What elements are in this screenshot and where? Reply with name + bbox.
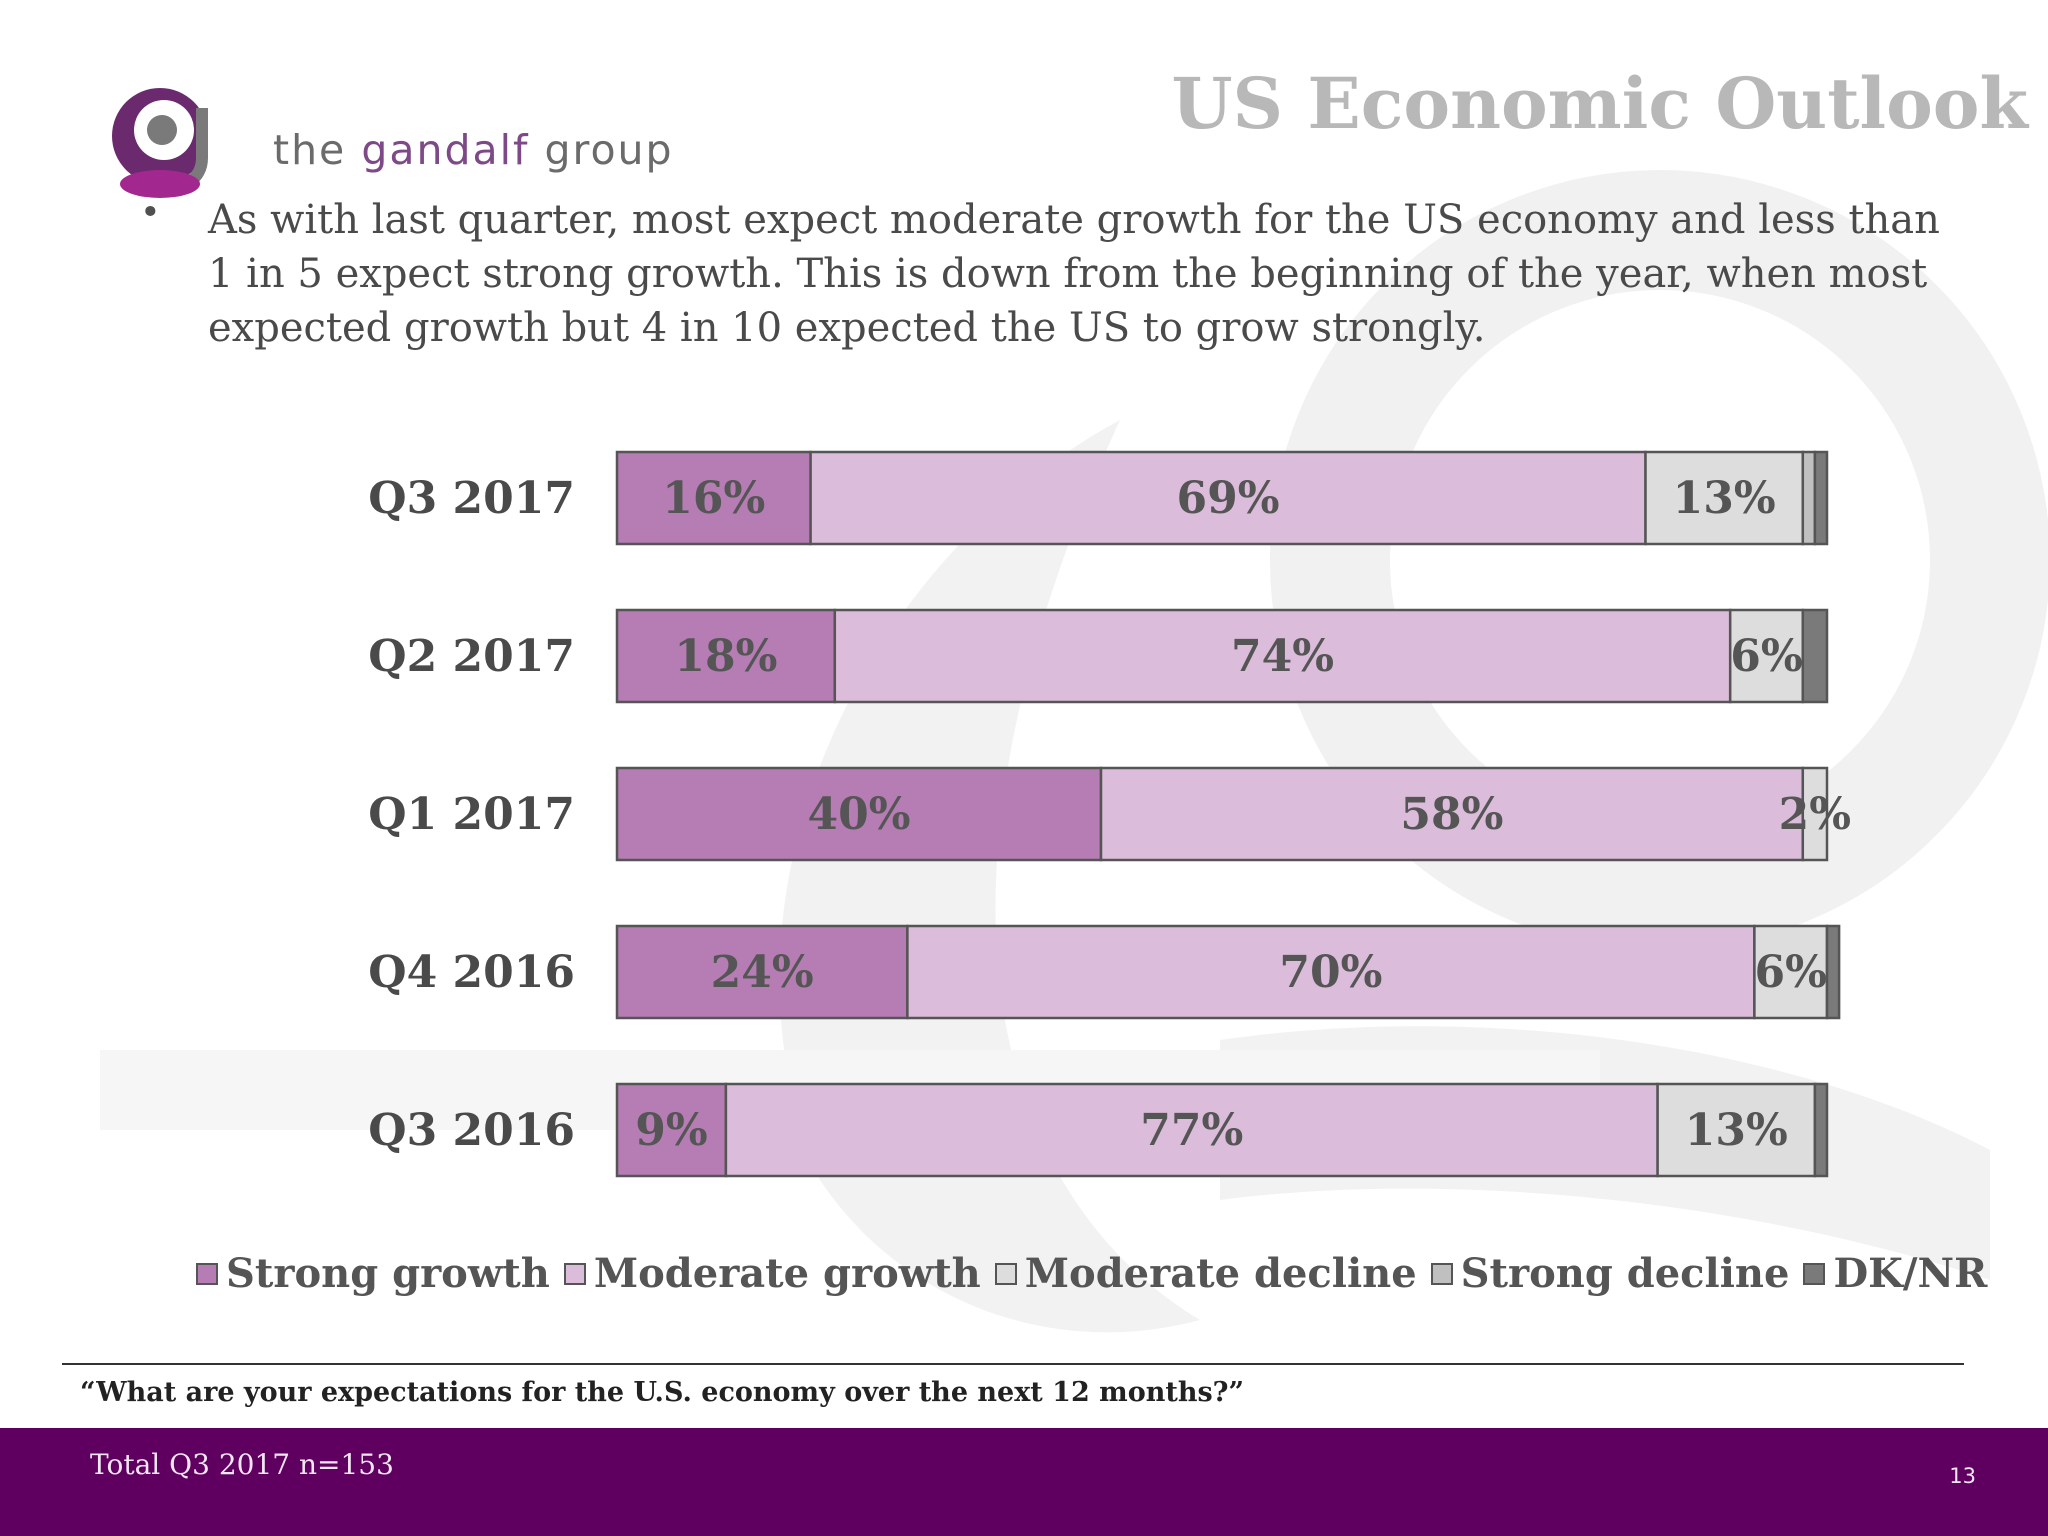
- survey-question: “What are your expectations for the U.S.…: [80, 1377, 1245, 1408]
- page-title: US Economic Outlook: [1171, 62, 2028, 145]
- bar-segment: [1801, 608, 1829, 704]
- stacked-bar-chart: Q3 2017 16% 69% 13% Q2 2017 18% 74% 6% Q1 2017 40…: [368, 450, 1851, 1178]
- data-label: 40%: [807, 789, 910, 840]
- data-label: 13%: [1673, 473, 1776, 524]
- bar-segment: [615, 924, 909, 1020]
- data-label: 6%: [1754, 947, 1826, 998]
- bar-segment: [809, 450, 1647, 546]
- data-label: 13%: [1685, 1105, 1788, 1156]
- bar-segment: [1656, 1082, 1817, 1178]
- bar-segment: [615, 766, 1103, 862]
- bar-segment: [615, 1082, 728, 1178]
- legend-label: Moderate growth: [593, 1250, 981, 1297]
- legend-item: Strong decline: [1430, 1250, 1790, 1297]
- data-label: 69%: [1177, 473, 1280, 524]
- legend-item: Moderate growth: [563, 1250, 981, 1297]
- category-label: Q4 2016: [368, 947, 575, 998]
- legend-swatch: [1430, 1262, 1453, 1285]
- category-label: Q2 2017: [368, 631, 575, 682]
- data-label: 18%: [674, 631, 777, 682]
- bar-segment: [1644, 450, 1805, 546]
- legend-label: Strong growth: [226, 1250, 550, 1297]
- data-label: 6%: [1730, 631, 1802, 682]
- sample-size-note: Total Q3 2017 n=153: [90, 1448, 394, 1481]
- bar-segment: [833, 608, 1732, 704]
- legend-label: Strong decline: [1460, 1250, 1790, 1297]
- legend-swatch: [994, 1262, 1017, 1285]
- chart-legend: Strong growth Moderate growth Moderate dec…: [196, 1250, 2001, 1297]
- data-label: 2%: [1779, 789, 1851, 840]
- bar-segment: [906, 924, 1756, 1020]
- legend-swatch: [1803, 1262, 1826, 1285]
- legend-item: Strong growth: [196, 1250, 550, 1297]
- legend-label: DK/NR: [1833, 1250, 1988, 1297]
- category-label: Q3 2017: [368, 473, 575, 524]
- bar-segment: [724, 1082, 1659, 1178]
- bullet-marker: •: [140, 193, 161, 233]
- bar-segment: [615, 608, 837, 704]
- legend-swatch: [196, 1262, 218, 1285]
- data-label: 74%: [1231, 631, 1334, 682]
- gandalf-logo: [112, 88, 208, 198]
- data-label: 24%: [711, 947, 814, 998]
- page-number: 13: [1949, 1464, 1976, 1488]
- bar-segment: [1728, 608, 1805, 704]
- bar-segment: [1801, 450, 1817, 546]
- bar-segment: [1825, 924, 1841, 1020]
- footer-bar: [0, 1428, 2048, 1536]
- divider-line: [62, 1363, 1964, 1365]
- category-label: Q3 2016: [368, 1105, 575, 1156]
- legend-item: DK/NR: [1803, 1250, 1987, 1297]
- data-label: 58%: [1400, 789, 1503, 840]
- bar-segment: [1801, 766, 1829, 862]
- bar-segment: [1099, 766, 1805, 862]
- logo-wordmark: the gandalf group: [273, 126, 674, 174]
- legend-item: Moderate decline: [994, 1250, 1417, 1297]
- summary-text: As with last quarter, most expect modera…: [208, 197, 1940, 351]
- data-label: 9%: [635, 1105, 707, 1156]
- data-label: 16%: [662, 473, 765, 524]
- category-label: Q1 2017: [368, 789, 575, 840]
- bar-segment: [615, 450, 812, 546]
- legend-label: Moderate decline: [1024, 1250, 1417, 1297]
- bar-segment: [1813, 450, 1829, 546]
- bar-segment: [1813, 1082, 1829, 1178]
- legend-swatch: [563, 1262, 586, 1285]
- data-label: 70%: [1279, 947, 1382, 998]
- bar-segment: [1753, 924, 1829, 1020]
- data-label: 77%: [1140, 1105, 1243, 1156]
